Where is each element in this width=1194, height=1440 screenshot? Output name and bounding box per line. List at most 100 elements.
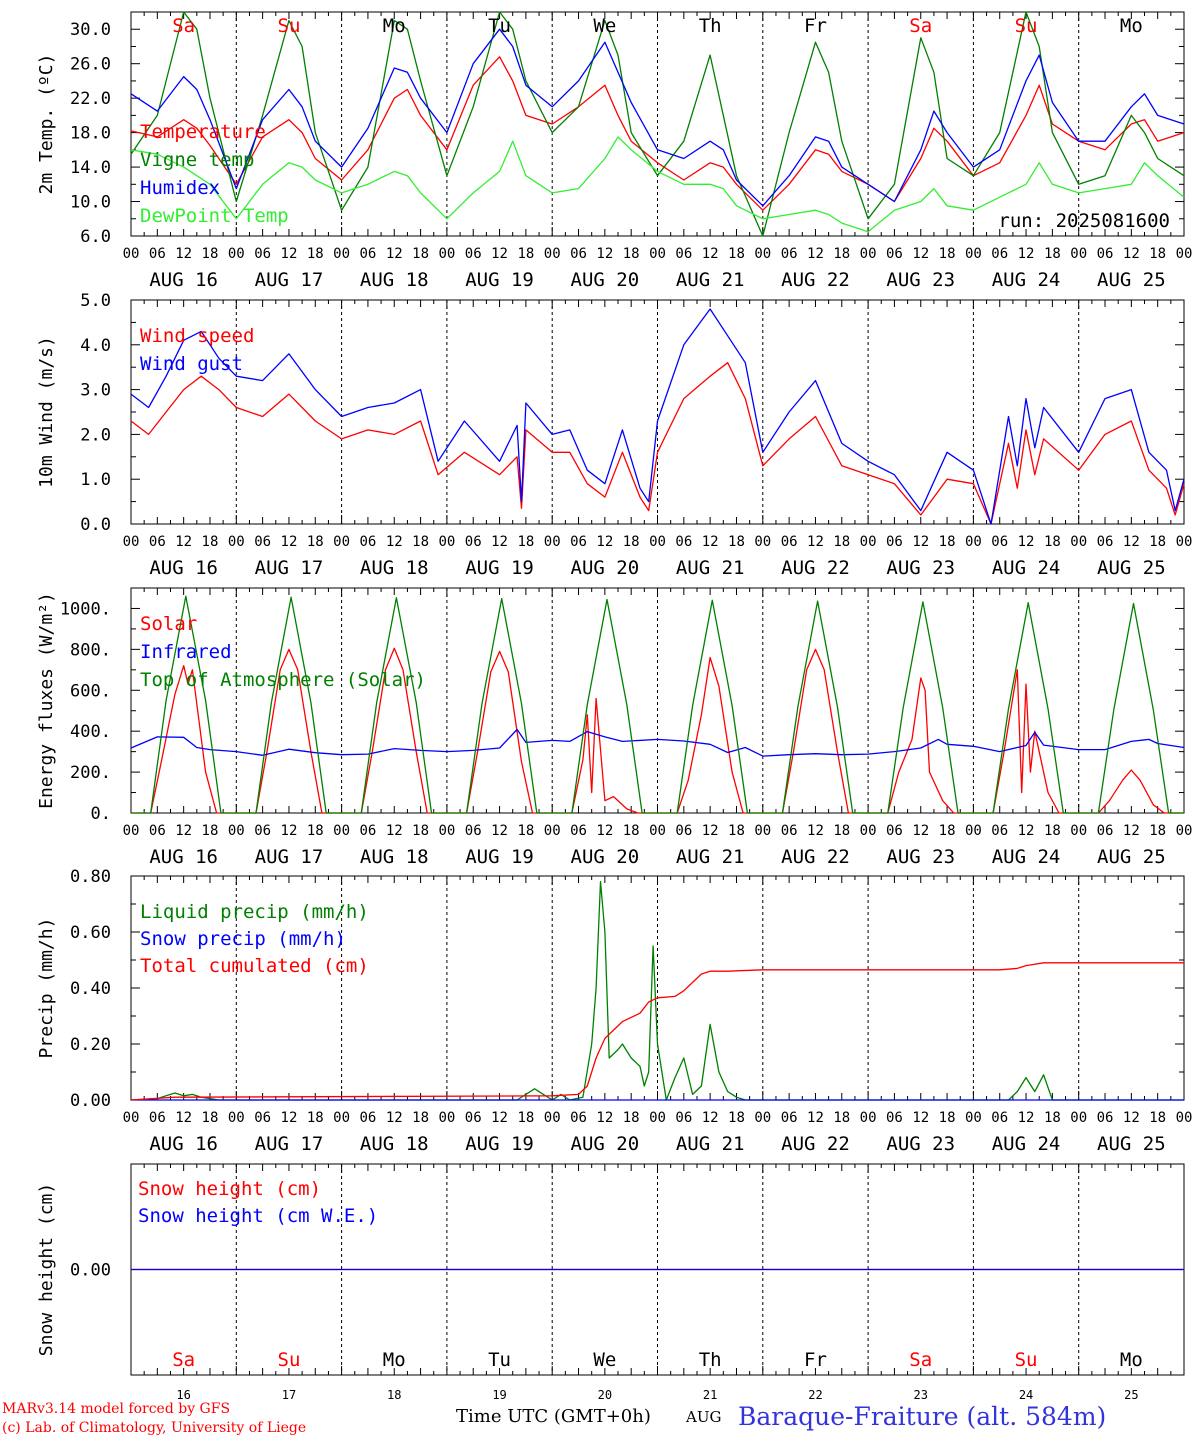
date-label: AUG 17	[255, 1133, 324, 1155]
time-axis-label: Time UTC (GMT+0h)	[456, 1406, 651, 1427]
y-axis-label: 2m Temp. (ºC)	[36, 54, 57, 195]
date-label: AUG 22	[781, 846, 850, 868]
hour-tick-label: 00	[123, 1110, 140, 1126]
hour-tick-label: 18	[307, 246, 324, 262]
hour-tick-label: 06	[886, 246, 903, 262]
run-annotation: run: 2025081600	[998, 210, 1170, 232]
date-label: AUG 24	[992, 846, 1061, 868]
date-label: AUG 24	[992, 557, 1061, 579]
hour-tick-label: 00	[1176, 1110, 1193, 1126]
plot-frame	[130, 299, 1185, 525]
hour-tick-label: 00	[649, 246, 666, 262]
hour-tick-label: 06	[570, 823, 587, 839]
legend-entry: Top of Atmosphere (Solar)	[140, 669, 426, 691]
hour-tick-label: 18	[307, 823, 324, 839]
hour-tick-label: 18	[1044, 823, 1061, 839]
hour-tick-label: 18	[728, 823, 745, 839]
hour-tick-label: 06	[254, 246, 271, 262]
weekday-label: Th	[699, 1349, 722, 1371]
y-axis-label: 10m Wind (m/s)	[36, 336, 57, 488]
hour-tick-label: 12	[491, 1110, 508, 1126]
day-number-label: 17	[282, 1388, 296, 1402]
hour-tick-label: 06	[675, 246, 692, 262]
series-line-wind_gust	[130, 308, 1185, 525]
hour-tick-label: 00	[1176, 534, 1193, 550]
hour-tick-label: 00	[1070, 246, 1087, 262]
hour-tick-label: 18	[517, 1110, 534, 1126]
hour-tick-label: 12	[281, 1110, 298, 1126]
weekday-label: Mo	[1120, 1349, 1143, 1371]
hour-tick-label: 12	[1123, 1110, 1140, 1126]
y-tick-label: 0.0	[80, 515, 111, 535]
hour-tick-label: 06	[991, 823, 1008, 839]
day-number-label: 19	[492, 1388, 506, 1402]
hour-tick-label: 00	[438, 823, 455, 839]
y-tick-label: 200.	[70, 763, 111, 783]
hour-tick-label: 18	[1149, 823, 1166, 839]
hour-tick-label: 12	[1123, 246, 1140, 262]
date-label: AUG 23	[886, 557, 955, 579]
hour-tick-label: 06	[675, 1110, 692, 1126]
hour-tick-label: 18	[728, 534, 745, 550]
weekday-label: Su	[1015, 1349, 1038, 1371]
hour-tick-label: 00	[965, 534, 982, 550]
series-line-cumulated	[130, 962, 1184, 1101]
hour-tick-label: 06	[254, 534, 271, 550]
panel-3: 0. 200. 400. 600. 800. 1000.Energy fluxes (W/…	[36, 587, 1192, 868]
hour-tick-label: 06	[1097, 246, 1114, 262]
hour-tick-label: 00	[333, 246, 350, 262]
hour-tick-label: 06	[570, 246, 587, 262]
date-label: AUG 24	[992, 269, 1061, 291]
legend-entry: Snow precip (mm/h)	[140, 928, 346, 950]
hour-tick-label: 12	[175, 823, 192, 839]
hour-tick-label: 12	[702, 534, 719, 550]
hour-tick-label: 06	[465, 534, 482, 550]
y-axis-label: Precip (mm/h)	[36, 918, 57, 1059]
y-axis-label: Snow height (cm)	[36, 1183, 57, 1356]
hour-tick-label: 18	[307, 1110, 324, 1126]
legend-entry: Humidex	[140, 177, 220, 199]
y-tick-label: 14.0	[70, 158, 111, 178]
hour-tick-label: 06	[1097, 1110, 1114, 1126]
y-tick-label: 26.0	[70, 55, 111, 75]
hour-tick-label: 06	[570, 1110, 587, 1126]
legend-entry: Snow height (cm)	[138, 1178, 321, 1200]
hour-tick-label: 00	[1070, 534, 1087, 550]
y-tick-label: 600.	[70, 681, 111, 701]
hour-tick-label: 18	[1149, 1110, 1166, 1126]
hour-tick-label: 12	[1018, 246, 1035, 262]
hour-tick-label: 00	[860, 534, 877, 550]
hour-tick-label: 18	[623, 534, 640, 550]
hour-tick-label: 00	[544, 246, 561, 262]
date-label: AUG 18	[360, 557, 429, 579]
date-label: AUG 25	[1097, 1133, 1166, 1155]
hour-tick-label: 00	[860, 1110, 877, 1126]
hour-tick-label: 12	[807, 534, 824, 550]
hour-tick-label: 06	[781, 534, 798, 550]
hour-tick-label: 12	[1018, 1110, 1035, 1126]
hour-tick-label: 06	[465, 1110, 482, 1126]
hour-tick-label: 12	[596, 534, 613, 550]
hour-tick-label: 12	[175, 1110, 192, 1126]
hour-tick-label: 12	[912, 246, 929, 262]
hour-tick-label: 00	[544, 823, 561, 839]
hour-tick-label: 18	[833, 823, 850, 839]
legend-entry: Wind speed	[140, 325, 254, 347]
hour-tick-label: 06	[675, 534, 692, 550]
legend-entry: Infrared	[140, 641, 232, 663]
hour-tick-label: 00	[438, 1110, 455, 1126]
y-tick-label: 6.0	[80, 227, 111, 247]
hour-tick-label: 18	[412, 823, 429, 839]
y-tick-label: 0.20	[70, 1035, 111, 1055]
date-label: AUG 16	[149, 1133, 218, 1155]
date-label: AUG 21	[676, 557, 745, 579]
lab-credit: (c) Lab. of Climatology, University of L…	[2, 1420, 307, 1436]
legend-entry: Solar	[140, 613, 197, 635]
hour-tick-label: 06	[149, 534, 166, 550]
hour-tick-label: 06	[675, 823, 692, 839]
y-tick-label: 30.0	[70, 20, 111, 40]
hour-tick-label: 06	[149, 1110, 166, 1126]
weekday-label: We	[593, 15, 616, 37]
weekday-label: Sa	[172, 1349, 195, 1371]
